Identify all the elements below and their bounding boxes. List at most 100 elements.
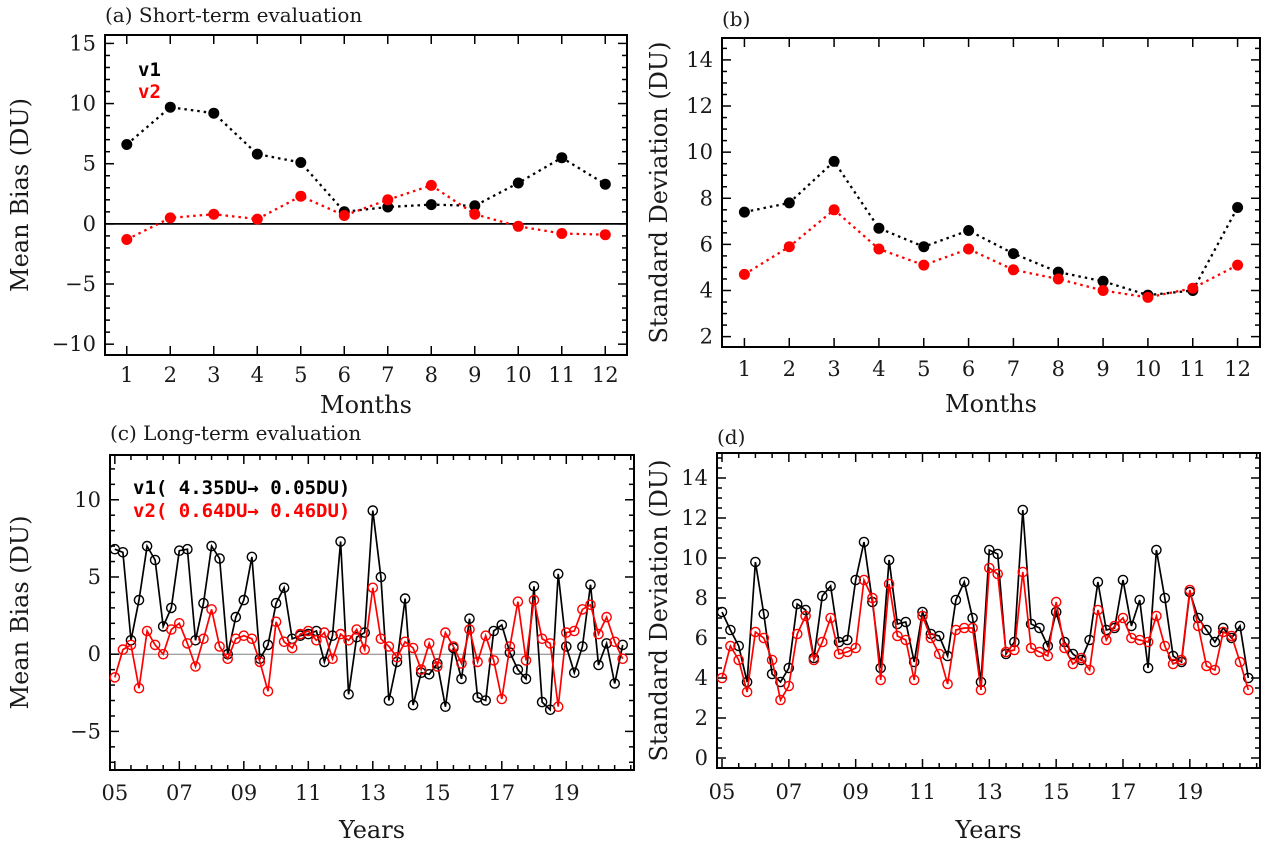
data-point-v1 (214, 553, 225, 564)
data-point-v2 (319, 627, 330, 638)
y-tick-label: 0 (88, 642, 101, 666)
data-point-v1 (230, 611, 242, 623)
data-point-v2 (448, 641, 459, 652)
data-point-v1 (343, 688, 354, 700)
data-point-v2 (750, 626, 761, 638)
data-point-v2 (775, 694, 786, 706)
data-point-v2 (892, 630, 903, 642)
data-point-v2 (141, 625, 153, 637)
data-point-v1 (873, 222, 885, 234)
data-point-v2 (425, 179, 437, 191)
data-point-v2 (431, 661, 443, 672)
data-point-v1 (335, 536, 346, 547)
plot-frame (716, 452, 1261, 769)
data-point-v2 (1243, 684, 1254, 696)
data-point-v2 (1100, 634, 1112, 646)
data-point-v1 (246, 551, 258, 563)
data-point-v1 (758, 608, 770, 620)
data-point-v2 (593, 628, 604, 640)
data-point-v1 (1097, 275, 1109, 287)
y-tick-label: 4 (700, 279, 713, 303)
data-point-v1 (164, 101, 176, 113)
series-line-v1 (126, 105, 606, 214)
data-point-v1 (528, 580, 540, 592)
y-tick-label: 2 (700, 325, 713, 349)
data-point-v2 (900, 634, 912, 646)
data-point-v2 (1084, 664, 1095, 676)
data-point-v2 (552, 701, 564, 713)
data-point-v2 (1059, 642, 1070, 654)
chart-panel-b-stddev-monthly: (b)1 2 3 4 5 6 7 8 9 10 11 122468101214MonthsStanda… (645, 7, 1261, 418)
data-point-v1 (117, 547, 129, 558)
data-point-v2 (858, 574, 870, 586)
series-line-v1 (744, 159, 1239, 297)
x-tick-label: 9 (1096, 357, 1109, 381)
data-point-v2 (198, 633, 209, 645)
data-point-v1 (967, 612, 978, 624)
plot-frame (109, 454, 635, 771)
data-point-v2 (399, 636, 411, 648)
data-point-v1 (738, 206, 750, 218)
data-point-v2 (850, 642, 861, 654)
data-point-v1 (900, 616, 912, 628)
data-point-v2 (1117, 612, 1129, 624)
data-point-v1 (841, 634, 853, 646)
data-point-v2 (157, 648, 169, 660)
data-point-v1 (593, 659, 604, 671)
data-point-v2 (828, 204, 840, 216)
data-point-v2 (415, 664, 427, 675)
y-axis-label: Standard Deviation (DU) (645, 41, 673, 343)
data-point-v2 (1184, 584, 1196, 596)
y-tick-label: −10 (52, 332, 96, 356)
data-point-v2 (1151, 610, 1162, 622)
data-point-v2 (958, 622, 970, 634)
data-point-v2 (1226, 630, 1237, 642)
y-tick-label: 8 (700, 186, 713, 210)
data-point-v1 (536, 696, 548, 708)
data-point-v1 (133, 594, 145, 606)
series-line-v2 (126, 184, 606, 241)
y-tick-label: 14 (686, 48, 713, 72)
data-point-v2 (561, 627, 572, 638)
data-point-v2 (1109, 620, 1120, 632)
data-point-v2 (1217, 626, 1229, 638)
data-point-v1 (601, 638, 612, 649)
data-point-v2 (488, 655, 500, 666)
data-point-v2 (825, 612, 836, 624)
y-tick-label: −5 (65, 272, 96, 296)
data-point-v2 (873, 243, 885, 255)
x-tick-label: 07 (166, 781, 193, 805)
data-point-v2 (1050, 596, 1062, 608)
y-tick-label: 5 (88, 565, 101, 589)
legend-entry-v1: v1( 4.35DU→ 0.05DU) (133, 477, 350, 499)
data-point-v2 (716, 672, 728, 684)
data-point-v2 (504, 641, 516, 652)
x-tick-label: 09 (230, 781, 257, 805)
x-axis-label: Months (320, 391, 412, 419)
data-point-v1 (496, 619, 508, 631)
x-axis-label: Years (338, 816, 405, 844)
data-point-v2 (117, 644, 129, 655)
data-point-v2 (585, 599, 596, 611)
data-point-v2 (963, 243, 975, 255)
data-point-v2 (599, 229, 611, 241)
x-tick-label: 07 (775, 780, 802, 804)
data-point-v2 (1201, 660, 1212, 672)
x-tick-label: 5 (294, 363, 307, 387)
x-tick-label: 11 (909, 780, 936, 804)
data-point-v2 (808, 654, 820, 666)
data-point-v2 (512, 596, 524, 607)
data-point-v1 (367, 505, 379, 516)
data-point-v1 (816, 590, 828, 602)
x-tick-label: 5 (917, 357, 930, 381)
y-axis-label: Mean Bias (DU) (6, 516, 34, 710)
data-point-v2 (1159, 640, 1171, 652)
data-point-v1 (609, 678, 621, 689)
data-point-v2 (1025, 642, 1037, 654)
data-point-v2 (222, 653, 233, 665)
data-point-v2 (251, 213, 263, 225)
data-point-v2 (841, 646, 853, 658)
data-point-v2 (1187, 282, 1199, 294)
data-point-v1 (791, 598, 803, 610)
chart-panel-d-stddev-longterm: (d) 05 07 09 11 13 15 17 19 0 2 4 6 8 10 12 14 Years Stand… (645, 425, 1261, 844)
